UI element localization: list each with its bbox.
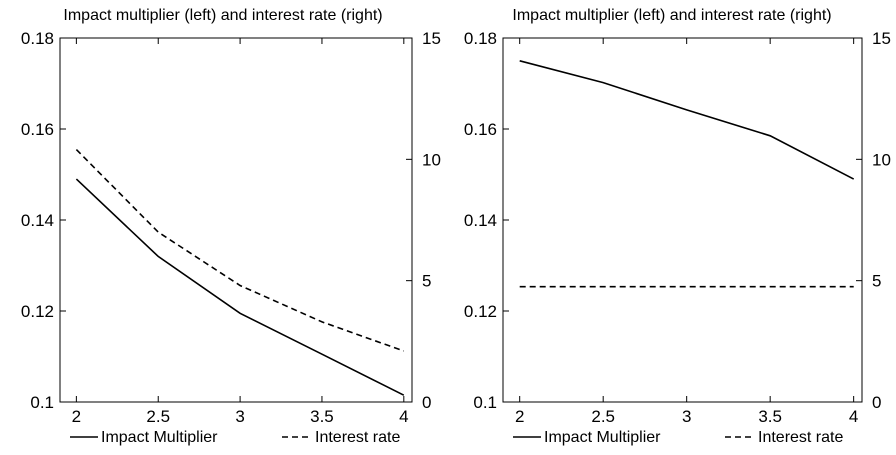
chart-title: Impact multiplier (left) and interest ra…: [512, 7, 831, 24]
x-tick-label: 2.5: [146, 407, 170, 426]
series-line-impact-multiplier: [75, 178, 405, 396]
y-right-tick-label: 5: [422, 272, 431, 291]
x-tick-label: 2: [515, 407, 524, 426]
y-right-tick-label: 0: [422, 393, 431, 412]
y-right-tick-label: 10: [872, 150, 891, 169]
legend-label-impact-multiplier: Impact Multiplier: [101, 429, 218, 446]
series-line-interest-rate: [75, 149, 405, 352]
y-left-tick-label: 0.14: [21, 211, 54, 230]
y-left-tick-label: 0.18: [464, 29, 497, 48]
x-tick-label: 3: [235, 407, 244, 426]
x-tick-label: 3.5: [310, 407, 334, 426]
plot-frame: [502, 37, 863, 403]
y-left-tick-label: 0.1: [30, 393, 54, 412]
chart-panel-1: Impact multiplier (left) and interest ra…: [21, 7, 441, 446]
legend-label-impact-multiplier: Impact Multiplier: [544, 429, 661, 446]
plot-frame: [59, 37, 413, 403]
y-left-tick-label: 0.16: [464, 120, 497, 139]
y-right-tick-label: 15: [872, 29, 891, 48]
y-right-tick-label: 15: [422, 29, 441, 48]
y-left-tick-label: 0.16: [21, 120, 54, 139]
x-tick-label: 4: [399, 407, 408, 426]
y-left-tick-label: 0.1: [473, 393, 497, 412]
x-tick-label: 3.5: [758, 407, 782, 426]
y-right-tick-label: 10: [422, 150, 441, 169]
x-tick-label: 2: [72, 407, 81, 426]
chart-panel-2: Impact multiplier (left) and interest ra…: [464, 7, 891, 446]
x-tick-label: 4: [849, 407, 858, 426]
y-left-tick-label: 0.18: [21, 29, 54, 48]
y-left-tick-label: 0.14: [464, 211, 497, 230]
x-tick-label: 2.5: [591, 407, 615, 426]
chart-title: Impact multiplier (left) and interest ra…: [63, 7, 382, 24]
x-tick-label: 3: [682, 407, 691, 426]
legend-label-interest-rate: Interest rate: [758, 429, 843, 446]
legend-label-interest-rate: Interest rate: [315, 429, 400, 446]
series-line-impact-multiplier: [519, 60, 855, 180]
y-left-tick-label: 0.12: [21, 302, 54, 321]
y-right-tick-label: 0: [872, 393, 881, 412]
y-left-tick-label: 0.12: [464, 302, 497, 321]
y-right-tick-label: 5: [872, 272, 881, 291]
